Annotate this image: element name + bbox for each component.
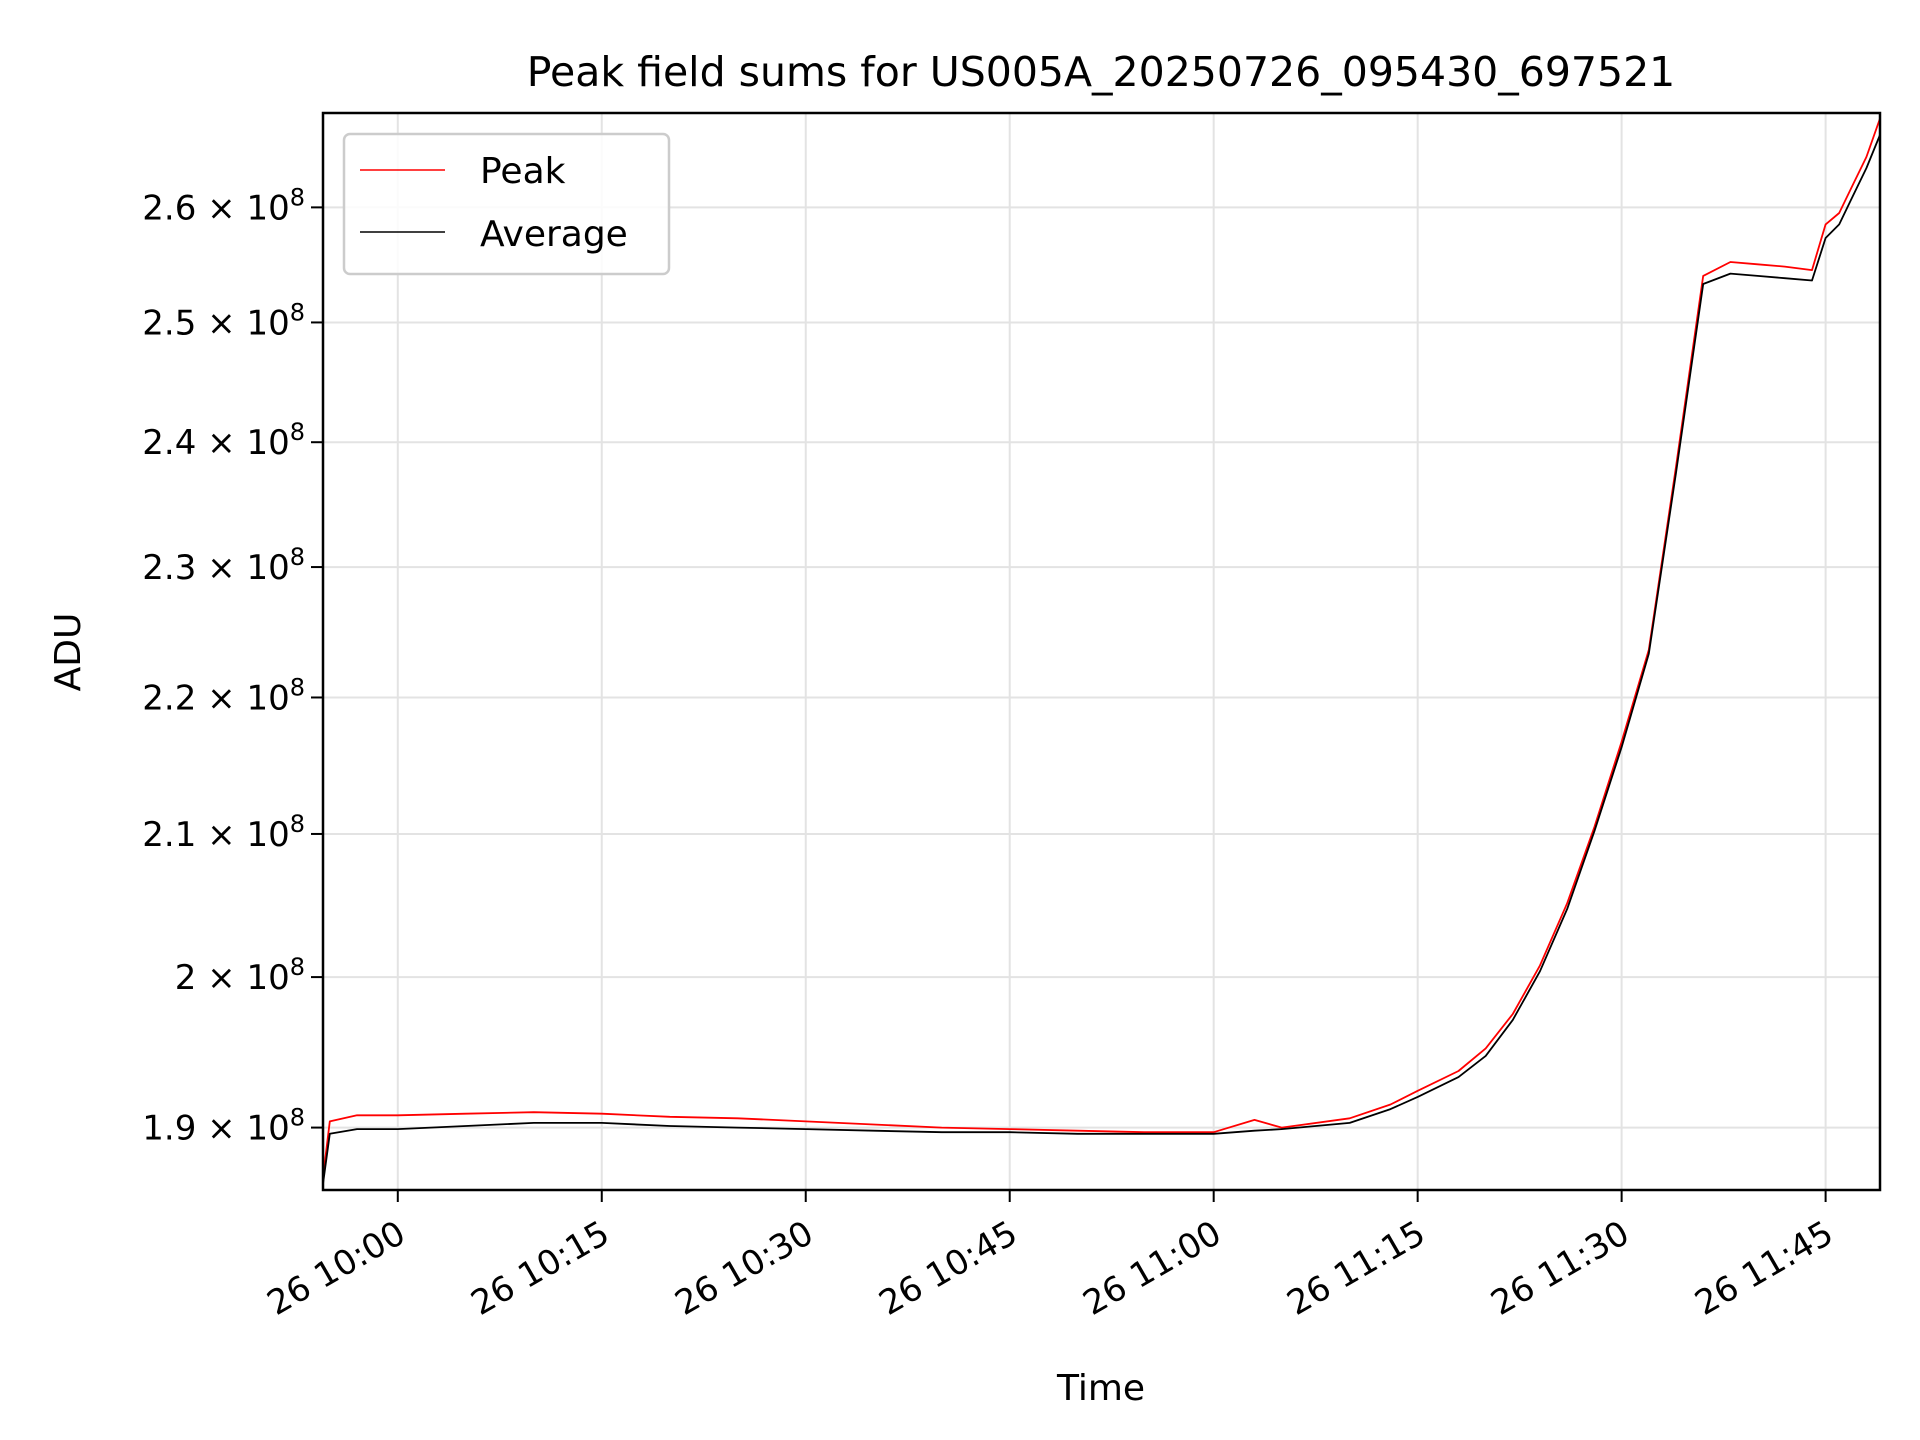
y-tick-label: 2 × 108 xyxy=(175,953,305,998)
y-tick-label: 2.1 × 108 xyxy=(142,810,305,855)
legend-label-peak: Peak xyxy=(480,151,566,192)
chart-title: Peak field sums for US005A_20250726_0954… xyxy=(527,48,1676,96)
legend-label-average: Average xyxy=(480,214,628,255)
y-tick-label: 2.2 × 108 xyxy=(142,673,305,718)
y-axis-ticks: 1.9 × 108 2 × 108 2.1 × 108 2.2 × 108 2.3 × … xyxy=(142,183,323,1149)
y-axis-label: ADU xyxy=(48,613,89,692)
plot-frame xyxy=(321,111,1882,1192)
legend-box xyxy=(342,132,671,276)
y-tick-label: 2.3 × 108 xyxy=(142,543,305,588)
series-lines xyxy=(322,118,1881,1184)
y-tick-label: 1.9 × 108 xyxy=(142,1104,305,1149)
series-line-peak xyxy=(322,118,1881,1178)
y-tick-label: 2.5 × 108 xyxy=(142,298,305,343)
y-tick-label: 2.4 × 108 xyxy=(142,418,305,463)
x-axis-label: Time xyxy=(1056,1368,1145,1409)
y-tick-label: 2.6 × 108 xyxy=(142,183,305,228)
legend: Peak Average xyxy=(342,132,671,276)
series-line-average xyxy=(322,134,1881,1184)
